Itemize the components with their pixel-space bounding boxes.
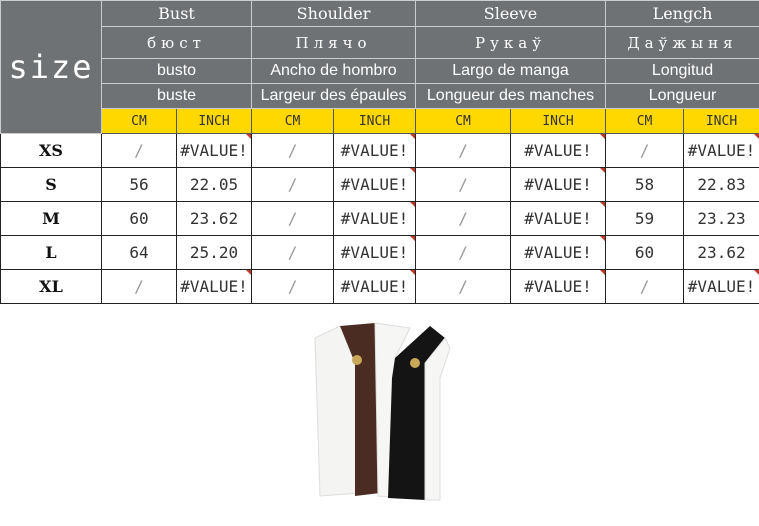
unit-inch: INCH <box>333 108 417 134</box>
value-cell: #VALUE! <box>333 133 417 168</box>
value-cell: #VALUE! <box>333 269 417 304</box>
value-cell: / <box>415 235 512 270</box>
bust-es: busto <box>100 58 253 84</box>
value-cell: #VALUE! <box>333 235 417 270</box>
bust-fr: buste <box>100 83 253 109</box>
value-cell: / <box>415 167 512 202</box>
size-chart-table: size Bust Shoulder Sleeve Lengch бюст Пл… <box>0 0 759 304</box>
value-cell: 23.62 <box>175 201 253 236</box>
shoulder-ru: Плячо <box>251 26 417 59</box>
length-fr: Longueur <box>605 83 759 109</box>
value-cell: #VALUE! <box>175 269 253 304</box>
sleeve-en: Sleeve <box>415 0 607 27</box>
length-ru: Даўжыня <box>605 26 759 59</box>
value-cell: #VALUE! <box>683 269 759 304</box>
value-cell: 60 <box>605 235 685 270</box>
value-cell: #VALUE! <box>683 133 759 168</box>
sleeve-es: Largo de manga <box>415 58 607 84</box>
unit-cm: CM <box>605 108 685 134</box>
value-cell: #VALUE! <box>510 235 607 270</box>
size-cell: L <box>0 235 102 270</box>
shoulder-es: Ancho de hombro <box>251 58 417 84</box>
size-cell: XL <box>0 269 102 304</box>
value-cell: #VALUE! <box>333 201 417 236</box>
value-cell: / <box>251 201 335 236</box>
unit-inch: INCH <box>175 108 253 134</box>
table-row: L 64 25.20/#VALUE! / #VALUE! 60 23.62 <box>0 235 759 270</box>
value-cell: 22.05 <box>175 167 253 202</box>
bust-ru: бюст <box>100 26 253 59</box>
length-es: Longitud <box>605 58 759 84</box>
value-cell: #VALUE! <box>510 201 607 236</box>
unit-cm: CM <box>101 108 177 134</box>
product-image <box>314 322 451 501</box>
value-cell: / <box>415 269 512 304</box>
value-cell: / <box>251 235 335 270</box>
value-cell: #VALUE! <box>510 167 607 202</box>
value-cell: 60 <box>101 201 177 236</box>
value-cell: / <box>415 201 512 236</box>
value-cell: / <box>101 133 177 168</box>
table-row: XS / #VALUE! / #VALUE! / #VALUE! / #VALUE! <box>0 133 759 168</box>
shoulder-en: Shoulder <box>251 0 417 27</box>
value-cell: 58 <box>605 167 685 202</box>
value-cell: / <box>605 269 685 304</box>
unit-cm: CM <box>251 108 335 134</box>
sleeve-ru: Рукаў <box>415 26 607 59</box>
table-row: S 56 22.05/#VALUE! / #VALUE! 58 22.83 <box>0 167 759 202</box>
value-cell: 25.20 <box>175 235 253 270</box>
unit-cm: CM <box>415 108 512 134</box>
size-header: size <box>0 0 102 134</box>
value-cell: #VALUE! <box>510 269 607 304</box>
size-cell: XS <box>0 133 102 168</box>
value-cell: #VALUE! <box>510 133 607 168</box>
sleeve-fr: Longueur des manches <box>415 83 607 109</box>
table-row: M 60 23.62/#VALUE! / #VALUE! 59 23.23 <box>0 201 759 236</box>
value-cell: / <box>101 269 177 304</box>
value-cell: 23.62 <box>683 235 759 270</box>
value-cell: / <box>605 133 685 168</box>
value-cell: #VALUE! <box>175 133 253 168</box>
value-cell: 59 <box>605 201 685 236</box>
shoulder-fr: Largeur des épaules <box>251 83 417 109</box>
value-cell: 64 <box>101 235 177 270</box>
value-cell: / <box>415 133 512 168</box>
value-cell: / <box>251 269 335 304</box>
value-cell: / <box>251 167 335 202</box>
value-cell: / <box>251 133 335 168</box>
value-cell: 23.23 <box>683 201 759 236</box>
bust-en: Bust <box>100 0 253 27</box>
size-cell: M <box>0 201 102 236</box>
value-cell: 22.83 <box>683 167 759 202</box>
length-en: Lengch <box>605 0 759 27</box>
value-cell: 56 <box>101 167 177 202</box>
table-row: XL / #VALUE! / #VALUE! / #VALUE! / #VALUE! <box>0 269 759 304</box>
value-cell: #VALUE! <box>333 167 417 202</box>
unit-inch: INCH <box>510 108 607 134</box>
size-cell: S <box>0 167 102 202</box>
unit-inch: INCH <box>683 108 759 134</box>
